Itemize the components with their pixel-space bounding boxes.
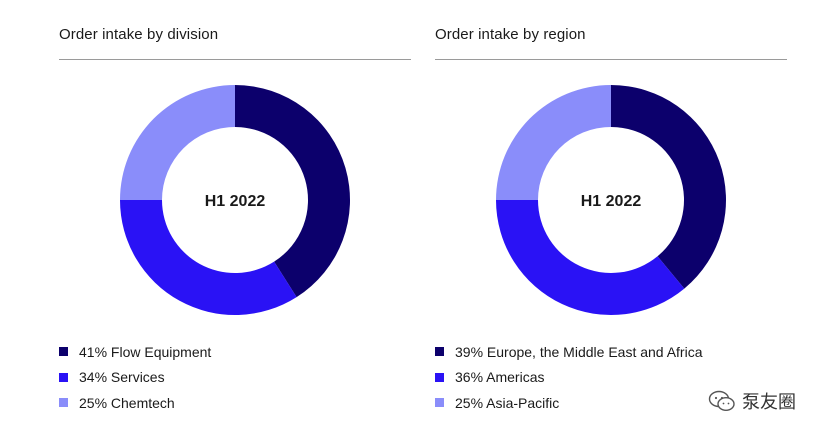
division-panel: Order intake by division H1 2022 41% Flo… xyxy=(59,0,411,437)
donut-svg: H1 2022 xyxy=(496,85,726,315)
legend-item: 41% Flow Equipment xyxy=(59,339,211,365)
region-donut-chart: H1 2022 xyxy=(495,84,727,316)
donut-slice-services xyxy=(120,200,297,315)
legend-item: 39% Europe, the Middle East and Africa xyxy=(435,339,702,365)
wechat-icon xyxy=(708,390,735,412)
legend-swatch xyxy=(435,372,444,382)
donut-slice-chemtech xyxy=(120,85,235,200)
division-donut-chart: H1 2022 xyxy=(119,84,351,316)
watermark: 泵友圈 xyxy=(708,386,796,416)
legend-swatch xyxy=(59,347,68,357)
legend-label: 39% Europe, the Middle East and Africa xyxy=(455,343,703,360)
legend: 41% Flow Equipment 34% Services 25% Chemte… xyxy=(59,339,211,416)
legend-label: 25% Chemtech xyxy=(79,394,175,411)
legend-label: 25% Asia-Pacific xyxy=(455,394,560,411)
donut-svg: H1 2022 xyxy=(120,85,350,315)
legend: 39% Europe, the Middle East and Africa 36… xyxy=(435,339,702,416)
legend-label: 34% Services xyxy=(79,369,165,386)
legend-label: 41% Flow Equipment xyxy=(79,343,212,360)
chart-title: Order intake by region xyxy=(435,26,586,43)
donut-slice-flow-equipment xyxy=(235,85,350,298)
donut-slice-europe-the-middle-east-and-africa xyxy=(611,85,726,289)
legend-swatch xyxy=(435,398,444,408)
title-divider xyxy=(435,59,787,60)
donut-slice-americas xyxy=(496,200,685,315)
watermark-text: 泵友圈 xyxy=(742,392,796,412)
chart-title: Order intake by division xyxy=(59,26,219,43)
legend-swatch xyxy=(59,372,68,382)
legend-swatch xyxy=(435,347,444,357)
region-panel: Order intake by region H1 2022 39% Europ… xyxy=(435,0,787,437)
title-divider xyxy=(59,59,411,60)
legend-swatch xyxy=(59,398,68,408)
center-label: H1 2022 xyxy=(205,193,266,210)
legend-item: 34% Services xyxy=(59,365,211,391)
legend-item: 25% Chemtech xyxy=(59,390,211,416)
center-label: H1 2022 xyxy=(581,193,642,210)
legend-item: 36% Americas xyxy=(435,365,702,391)
legend-item: 25% Asia-Pacific xyxy=(435,390,702,416)
legend-label: 36% Americas xyxy=(455,369,545,386)
donut-slice-asia-pacific xyxy=(496,85,611,200)
